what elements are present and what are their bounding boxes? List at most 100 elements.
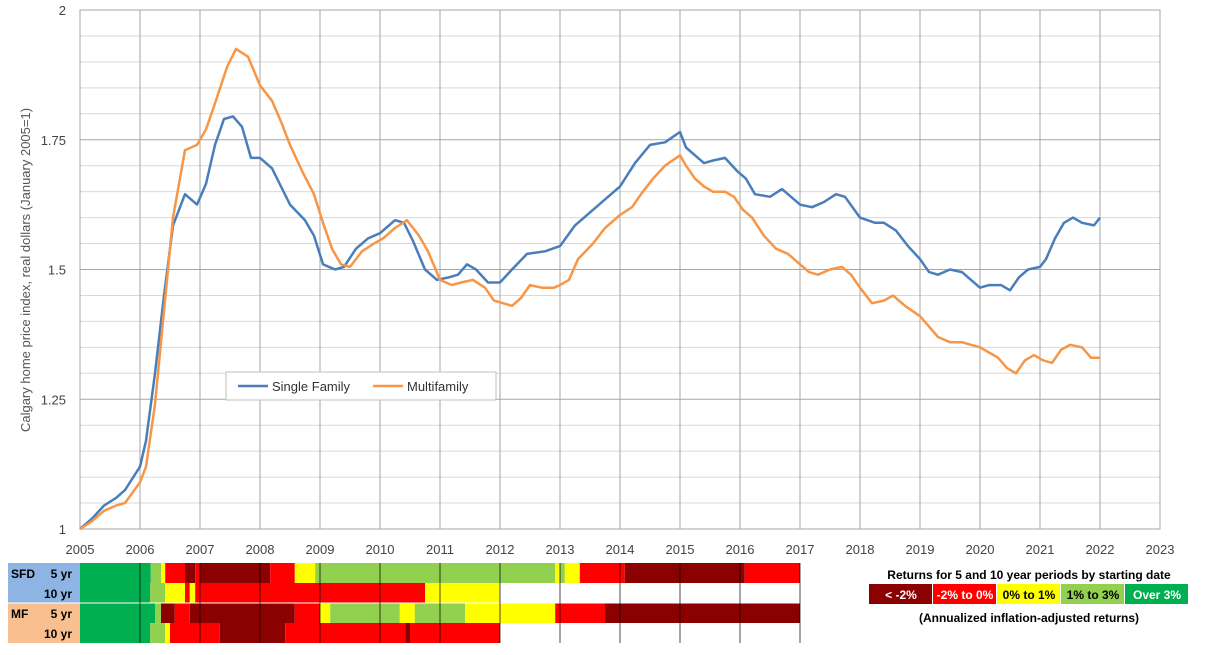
return-segment	[405, 623, 410, 643]
return-segment	[320, 603, 331, 623]
return-segment	[285, 623, 406, 643]
period-label: 10 yr	[44, 587, 72, 601]
return-segment	[165, 563, 185, 583]
single-family-line	[79, 115, 1101, 530]
gridlines	[79, 9, 1161, 530]
y-tick-label: 1.5	[48, 263, 66, 278]
return-segment	[294, 603, 320, 623]
legend: Single Family Multifamily	[225, 371, 497, 401]
key-title: Returns for 5 and 10 year periods by sta…	[887, 568, 1171, 582]
x-tick-label: 2016	[726, 542, 755, 557]
return-segment	[410, 623, 500, 643]
x-tick-label: 2011	[426, 542, 454, 557]
return-segment	[465, 603, 556, 623]
return-segment	[150, 623, 166, 643]
x-tick-label: 2007	[186, 542, 215, 557]
x-tick-label: 2010	[366, 542, 395, 557]
return-segment	[185, 563, 196, 583]
return-segment	[80, 563, 151, 583]
return-segment	[195, 583, 425, 603]
return-segment	[425, 583, 500, 603]
y-tick-label: 1.75	[41, 133, 66, 148]
return-segment	[564, 563, 580, 583]
return-segment	[189, 603, 200, 623]
series-lines	[79, 47, 1101, 531]
return-segment	[80, 603, 155, 623]
key-label: -2% to 0%	[937, 588, 994, 602]
return-segment	[219, 623, 286, 643]
return-segment	[270, 563, 295, 583]
x-tick-label: 2008	[246, 542, 275, 557]
x-tick-label: 2009	[306, 542, 335, 557]
x-tick-label: 2019	[906, 542, 935, 557]
return-segment	[150, 583, 166, 603]
key-note: (Annualized inflation-adjusted returns)	[919, 611, 1139, 625]
row-label-cell	[8, 583, 80, 603]
row-label-cell	[8, 603, 80, 623]
x-tick-label: 2018	[846, 542, 875, 557]
return-segment	[294, 563, 316, 583]
return-segment	[399, 603, 415, 623]
return-segment	[155, 603, 161, 623]
return-segment	[200, 563, 271, 583]
x-tick-label: 2013	[546, 542, 575, 557]
key-swatch	[869, 584, 932, 604]
row-label-cell	[8, 623, 80, 643]
return-segment	[185, 583, 190, 603]
x-tick-label: 2006	[126, 542, 155, 557]
return-segment	[150, 563, 161, 583]
x-tick-label: 2015	[666, 542, 695, 557]
y-tick-labels: 1 1.25 1.5 1.75 2	[41, 3, 66, 537]
key-label: < -2%	[885, 588, 917, 602]
key-label: 0% to 1%	[1003, 588, 1056, 602]
x-tick-label: 2023	[1146, 542, 1175, 557]
return-segment	[605, 603, 800, 623]
return-segment	[189, 583, 196, 603]
period-label: 5 yr	[51, 607, 73, 621]
key-swatch	[933, 584, 996, 604]
plot-frame	[79, 9, 1161, 530]
key-label: 1% to 3%	[1067, 588, 1120, 602]
return-segment	[560, 563, 565, 583]
x-tick-label: 2020	[966, 542, 995, 557]
return-segment	[555, 603, 605, 623]
return-segment	[80, 623, 151, 643]
x-tick-label: 2014	[606, 542, 635, 557]
x-tick-label: 2021	[1026, 542, 1055, 557]
return-segment	[315, 563, 556, 583]
y-tick-label: 2	[59, 3, 66, 18]
return-segment	[161, 603, 175, 623]
period-label: 5 yr	[51, 567, 73, 581]
return-segment	[330, 603, 400, 623]
legend-label-multifamily: Multifamily	[407, 379, 469, 394]
y-axis-label: Calgary home price index, real dollars (…	[18, 108, 33, 432]
return-segment	[624, 563, 745, 583]
period-label: 10 yr	[44, 627, 72, 641]
return-segment	[80, 583, 151, 603]
y-tick-label: 1	[59, 522, 66, 537]
return-segment	[744, 563, 800, 583]
x-tick-labels: 2005 2006 2007 2008 2009 2010 2011 2012 2013 2014…	[66, 542, 1175, 557]
legend-box	[225, 371, 497, 401]
return-segment	[170, 623, 220, 643]
multifamily-line	[79, 47, 1100, 531]
y-tick-label: 1.25	[41, 392, 66, 407]
return-segment	[174, 603, 190, 623]
return-segment	[161, 563, 166, 583]
return-segment	[165, 583, 185, 603]
returns-key: Returns for 5 and 10 year periods by sta…	[869, 568, 1188, 625]
x-tick-label: 2022	[1086, 542, 1115, 557]
row-label-cell	[8, 563, 80, 583]
group-label: SFD	[11, 567, 35, 581]
return-segment	[555, 563, 560, 583]
key-swatch	[1125, 584, 1188, 604]
legend-label-single-family: Single Family	[272, 379, 351, 394]
returns-heatmap: SFD 5 yr 10 yr MF 5 yr 10 yr	[8, 563, 801, 643]
return-segment	[195, 563, 200, 583]
x-tick-label: 2012	[486, 542, 515, 557]
key-swatch	[997, 584, 1060, 604]
return-segment	[579, 563, 625, 583]
return-segment	[165, 623, 170, 643]
key-label: Over 3%	[1133, 588, 1181, 602]
